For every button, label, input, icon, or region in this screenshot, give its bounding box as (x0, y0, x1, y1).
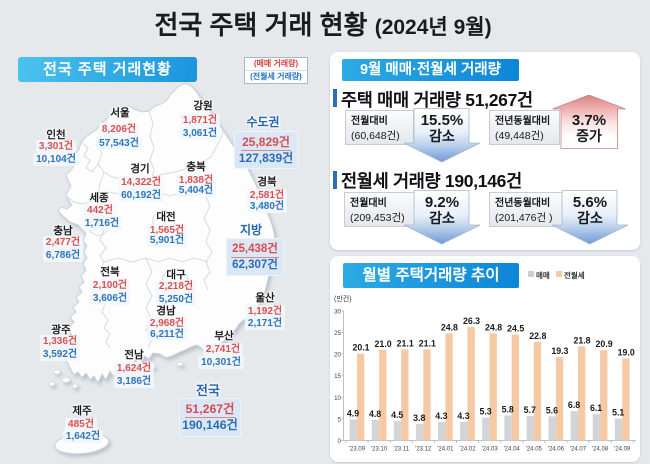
svg-text:6.1: 6.1 (590, 403, 602, 413)
svg-text:4.3: 4.3 (435, 411, 447, 421)
svg-text:4.3: 4.3 (457, 411, 469, 421)
svg-text:'24.07: '24.07 (570, 447, 587, 453)
svg-text:10: 10 (334, 395, 341, 402)
svg-text:20: 20 (334, 352, 341, 359)
svg-text:'24.03: '24.03 (482, 447, 499, 453)
svg-text:20.1: 20.1 (352, 343, 369, 353)
svg-text:4.9: 4.9 (347, 408, 359, 418)
svg-text:26.3: 26.3 (463, 316, 480, 326)
svg-text:'23.09: '23.09 (349, 447, 366, 453)
svg-text:15: 15 (334, 373, 341, 380)
svg-text:21.1: 21.1 (397, 338, 414, 348)
svg-text:5.6: 5.6 (546, 405, 558, 415)
svg-text:21.0: 21.0 (375, 339, 392, 349)
svg-text:20.9: 20.9 (596, 339, 613, 349)
svg-text:4.5: 4.5 (391, 410, 403, 420)
svg-text:19.3: 19.3 (551, 346, 568, 356)
svg-text:5.1: 5.1 (612, 407, 624, 417)
svg-text:5.8: 5.8 (502, 404, 514, 414)
svg-text:25: 25 (334, 330, 341, 337)
svg-text:'24.02: '24.02 (459, 447, 476, 453)
svg-text:24.8: 24.8 (485, 322, 502, 332)
svg-text:'24.04: '24.04 (504, 447, 521, 453)
svg-text:'24.01: '24.01 (437, 447, 454, 453)
svg-text:'23.11: '23.11 (393, 447, 409, 453)
svg-text:3.8: 3.8 (413, 413, 425, 423)
svg-text:'24.06: '24.06 (548, 447, 565, 453)
svg-text:30: 30 (334, 308, 341, 315)
svg-text:'24.08: '24.08 (592, 447, 609, 453)
svg-text:'24.05: '24.05 (526, 447, 543, 453)
svg-text:21.1: 21.1 (419, 338, 436, 348)
svg-text:21.8: 21.8 (573, 335, 590, 345)
svg-text:22.8: 22.8 (529, 331, 546, 341)
svg-text:5.7: 5.7 (524, 405, 536, 415)
svg-text:'23.10: '23.10 (371, 447, 388, 453)
svg-text:24.8: 24.8 (441, 322, 458, 332)
svg-text:5: 5 (338, 416, 342, 423)
svg-text:'24.09: '24.09 (614, 447, 631, 453)
svg-text:6.8: 6.8 (568, 400, 580, 410)
svg-text:4.8: 4.8 (369, 409, 381, 419)
svg-text:0: 0 (338, 438, 342, 445)
svg-text:'23.12: '23.12 (415, 447, 432, 453)
svg-text:5.3: 5.3 (479, 407, 491, 417)
svg-text:24.5: 24.5 (507, 324, 524, 334)
svg-text:19.0: 19.0 (618, 347, 635, 357)
